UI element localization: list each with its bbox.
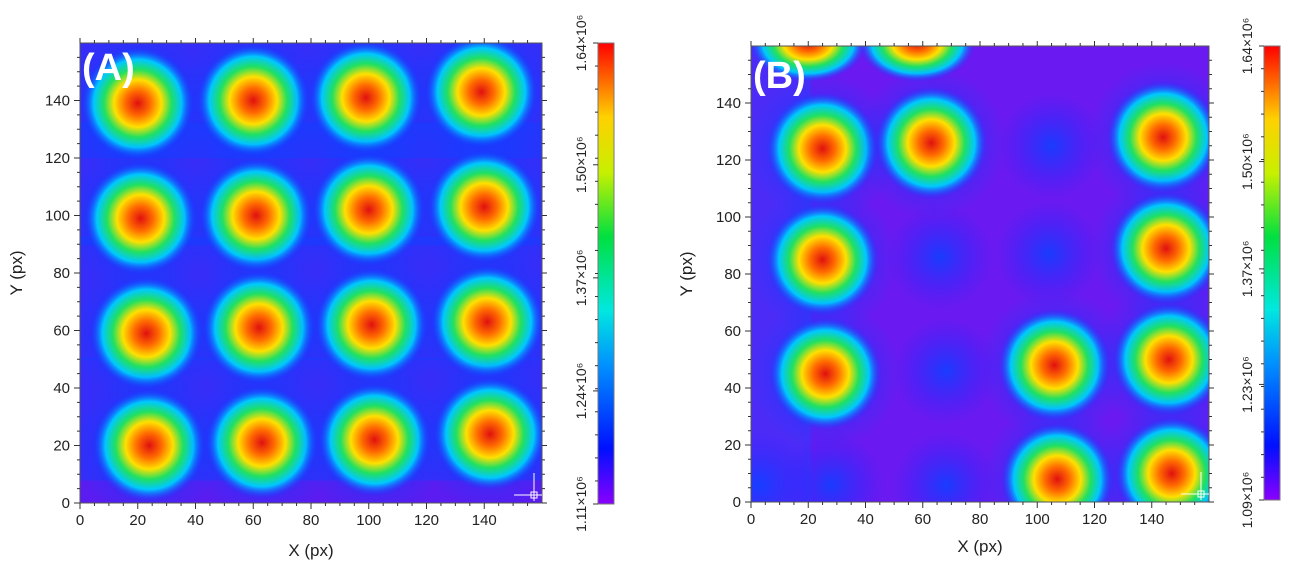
x-tick-label: 80 xyxy=(303,512,320,529)
colorbar-tick-label: 1.24×10⁶ xyxy=(573,363,589,420)
x-tick-label: 40 xyxy=(187,512,204,529)
y-tick-label: 60 xyxy=(724,323,741,340)
colorbar-tick-label: 1.11×10⁶ xyxy=(573,476,589,532)
peak-spot xyxy=(89,276,203,390)
peak-spot xyxy=(309,43,423,155)
peak-spot xyxy=(202,271,316,385)
peak-spot xyxy=(199,159,313,272)
heatmap-ghost-spot xyxy=(886,203,994,311)
y-tick-label: 80 xyxy=(724,266,741,283)
colorbar-tick-label: 1.64×10⁶ xyxy=(573,15,589,72)
peak-spot xyxy=(205,386,319,500)
peak-spot xyxy=(766,92,879,205)
peak-spot xyxy=(315,268,429,382)
x-tick-label: 60 xyxy=(914,511,931,528)
peak-spot xyxy=(769,317,882,430)
colorbar-b-ticks: 1.09×10⁶ 1.23×10⁶ 1.37×10⁶ 1.50×10⁶ 1.64×10⁶ xyxy=(1239,18,1281,529)
panel-b: 0 20 40 60 80 100 120 140 0 20 40 60 80 100 120 140 (B)… xyxy=(677,18,1281,556)
x-axis-label-b: X (px) xyxy=(957,537,1002,556)
x-axis-label-a: X (px) xyxy=(288,541,333,560)
peak-spot xyxy=(318,383,431,497)
crosshair-marker xyxy=(530,491,538,499)
x-tick-label: 80 xyxy=(972,511,989,528)
x-tick-label: 60 xyxy=(245,512,262,529)
peak-spot xyxy=(433,377,542,491)
peak-spot xyxy=(427,150,541,264)
colorbar-a xyxy=(598,43,614,504)
x-tick-label: 120 xyxy=(414,512,439,529)
heatmap-a-peaks xyxy=(80,43,542,503)
y-axis-label-a: Y (px) xyxy=(7,250,26,295)
colorbar-b xyxy=(1264,46,1280,500)
colorbar-a-ticks: 1.11×10⁶ 1.24×10⁶ 1.37×10⁶ 1.50×10⁶ 1.64×10⁶ xyxy=(573,15,615,532)
x-tick-label: 40 xyxy=(857,511,874,528)
peak-spot xyxy=(766,203,879,316)
x-tick-label: 0 xyxy=(747,511,755,528)
peak-spot xyxy=(1110,192,1209,305)
colorbar-tick-label: 1.23×10⁶ xyxy=(1239,356,1255,413)
x-tick-label: 0 xyxy=(76,512,84,529)
y-tick-label: 40 xyxy=(724,380,741,397)
y-tick-label: 100 xyxy=(716,209,741,226)
heatmap-ghost-spot xyxy=(892,317,1000,425)
peak-spot xyxy=(81,46,195,160)
peak-spot xyxy=(875,86,988,199)
peak-spot xyxy=(1112,303,1209,416)
x-tick-label: 140 xyxy=(472,512,497,529)
colorbar-tick-label: 1.50×10⁶ xyxy=(573,136,589,193)
y-tick-label: 20 xyxy=(724,437,741,454)
x-tick-label: 20 xyxy=(800,511,817,528)
y-tick-label: 0 xyxy=(733,494,741,511)
peak-spot xyxy=(424,43,538,149)
heatmap-ghost-spot xyxy=(998,92,1106,200)
colorbar-tick-label: 1.64×10⁶ xyxy=(1239,18,1255,75)
peak-spot xyxy=(312,153,426,267)
heatmap-ghost-spot xyxy=(995,200,1103,308)
heatmap-edge-spot xyxy=(751,46,867,83)
y-axis-label-b: Y (px) xyxy=(677,251,696,296)
y-tick-label: 100 xyxy=(45,208,70,225)
peak-spot xyxy=(196,44,310,157)
peak-spot xyxy=(92,389,206,502)
colorbar-tick-label: 1.37×10⁶ xyxy=(1239,240,1255,297)
y-tick-label: 80 xyxy=(53,265,70,282)
panel-a: 0 20 40 60 80 100 120 140 0 20 40 60 80 100 120 140 (A)… xyxy=(7,15,615,560)
peak-spot xyxy=(84,161,198,275)
heatmap-ghost-spot xyxy=(751,431,814,502)
peak-spot xyxy=(1115,417,1209,502)
peak-spot xyxy=(998,309,1111,422)
y-tick-label: 120 xyxy=(45,150,70,167)
colorbar-tick-label: 1.37×10⁶ xyxy=(573,249,589,306)
y-tick-label: 60 xyxy=(53,323,70,340)
y-tick-label: 120 xyxy=(716,152,741,169)
panel-label-a: (A) xyxy=(82,47,135,89)
colorbar-tick-label: 1.09×10⁶ xyxy=(1239,472,1255,529)
panel-label-b: (B) xyxy=(753,55,806,97)
x-tick-label: 100 xyxy=(1025,511,1050,528)
peak-spot xyxy=(1001,423,1114,502)
axes-b: 0 20 40 60 80 100 120 140 0 20 40 60 80 100 120 140 xyxy=(716,41,1214,528)
x-tick-label: 20 xyxy=(129,512,146,529)
colorbar-tick-label: 1.50×10⁶ xyxy=(1239,133,1255,190)
y-tick-label: 0 xyxy=(62,495,70,512)
peak-spot xyxy=(1107,81,1209,194)
heatmap-ghost-spot xyxy=(892,431,1000,502)
x-tick-label: 140 xyxy=(1139,511,1164,528)
y-tick-label: 20 xyxy=(53,438,70,455)
axes-a: 0 20 40 60 80 100 120 140 0 20 40 60 80 100 120 140 xyxy=(45,38,547,529)
y-tick-label: 140 xyxy=(716,95,741,112)
x-tick-label: 120 xyxy=(1082,511,1107,528)
peak-spot xyxy=(430,265,542,379)
crosshair-marker xyxy=(1197,490,1205,498)
x-tick-label: 100 xyxy=(356,512,381,529)
heatmap-b-peaks xyxy=(751,61,1209,502)
y-tick-label: 40 xyxy=(53,380,70,397)
y-tick-label: 140 xyxy=(45,93,70,110)
